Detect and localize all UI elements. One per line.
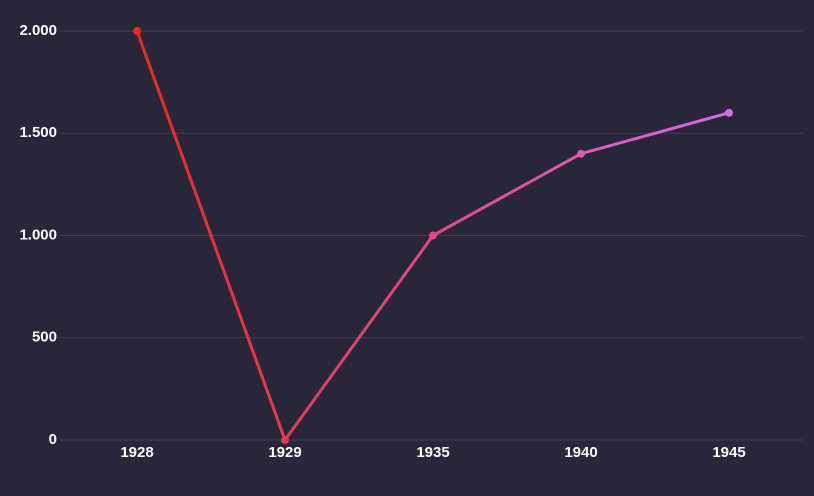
y-tick-label: 0 <box>49 431 57 448</box>
x-tick-label: 1945 <box>712 444 745 461</box>
point <box>577 149 585 158</box>
point <box>281 436 289 444</box>
point <box>429 231 437 240</box>
y-tick-label: 1.500 <box>19 124 57 141</box>
point <box>133 27 141 35</box>
y-tick-label: 500 <box>32 329 57 346</box>
y-tick-label: 1.000 <box>19 226 57 243</box>
x-tick-label: 1940 <box>564 444 597 461</box>
point <box>725 108 733 117</box>
x-tick-label: 1928 <box>120 444 153 461</box>
x-tick-label: 1935 <box>416 444 449 461</box>
y-tick-label: 2.000 <box>19 22 57 39</box>
x-tick-label: 1929 <box>268 444 301 461</box>
